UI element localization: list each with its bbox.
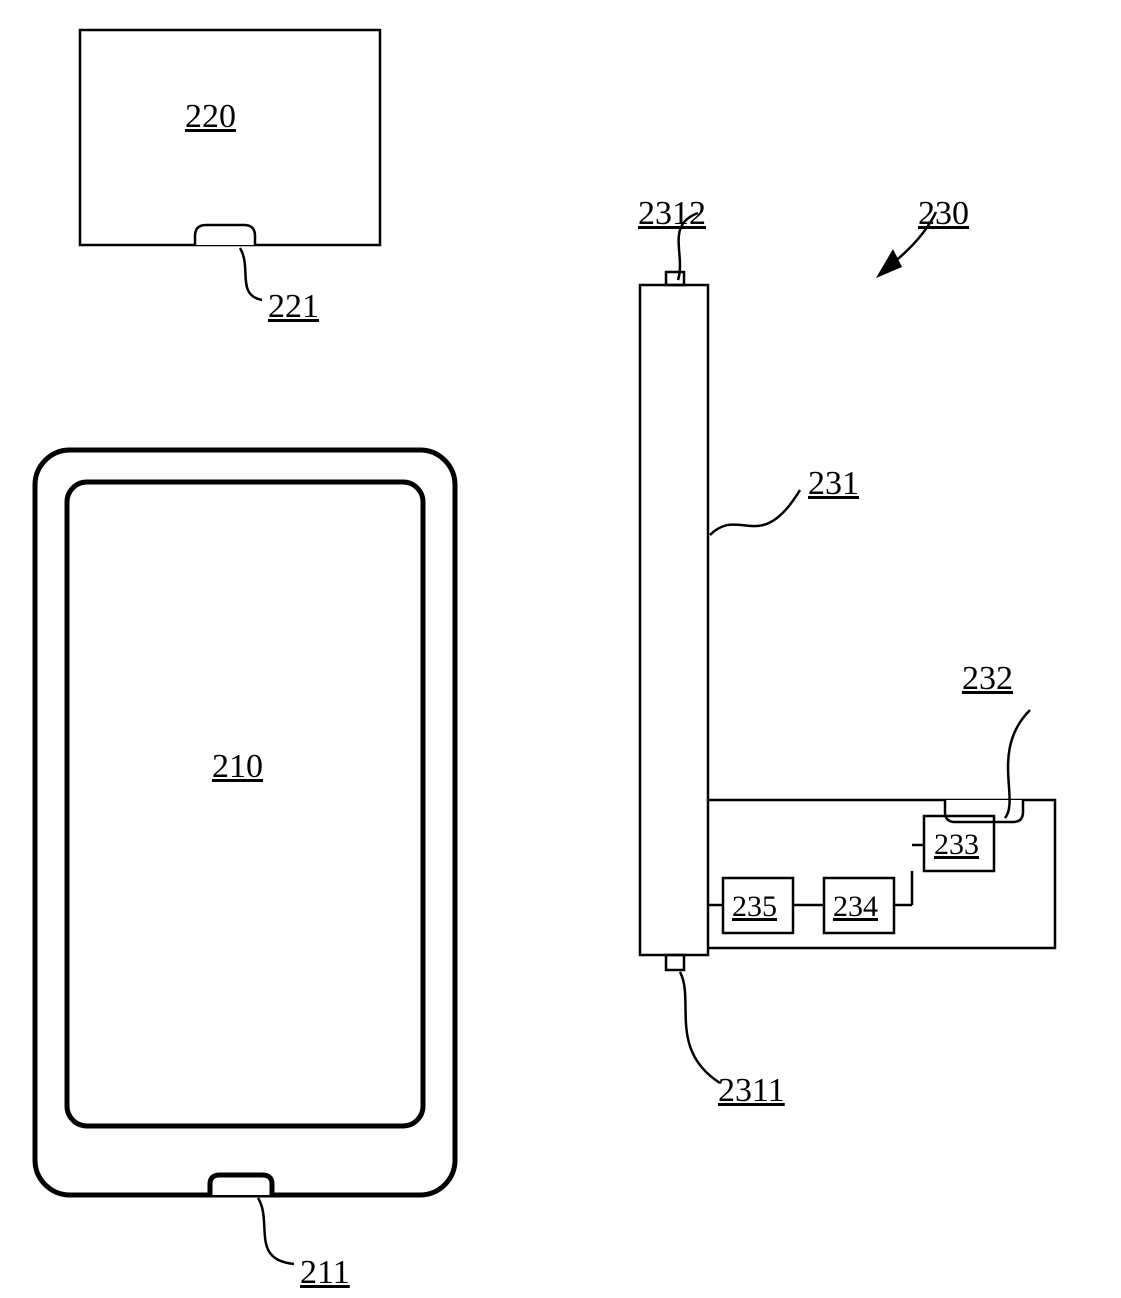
leader-221 bbox=[240, 248, 262, 300]
label-221: 221 bbox=[268, 288, 319, 326]
label-2311: 2311 bbox=[718, 1072, 785, 1110]
nub-2312 bbox=[666, 272, 684, 285]
tablet-screen bbox=[67, 482, 423, 1126]
leader-211 bbox=[258, 1198, 294, 1264]
label-210: 210 bbox=[212, 748, 263, 786]
label-233: 233 bbox=[934, 828, 979, 862]
block-220 bbox=[80, 30, 380, 245]
tablet-outer bbox=[35, 450, 455, 1195]
notch-221 bbox=[195, 225, 255, 245]
label-230: 230 bbox=[918, 195, 969, 233]
label-231: 231 bbox=[808, 465, 859, 503]
leader-231 bbox=[710, 490, 800, 535]
arrowhead-230 bbox=[876, 249, 902, 278]
nub-2311 bbox=[666, 955, 684, 970]
socket-232 bbox=[945, 800, 1023, 822]
label-235: 235 bbox=[732, 890, 777, 924]
label-211: 211 bbox=[300, 1254, 350, 1292]
column-231 bbox=[640, 285, 708, 955]
label-2312: 2312 bbox=[638, 195, 706, 233]
notch-211 bbox=[210, 1175, 272, 1195]
label-220: 220 bbox=[185, 98, 236, 136]
label-232: 232 bbox=[962, 660, 1013, 698]
leader-2311 bbox=[680, 972, 720, 1083]
label-234: 234 bbox=[833, 890, 878, 924]
